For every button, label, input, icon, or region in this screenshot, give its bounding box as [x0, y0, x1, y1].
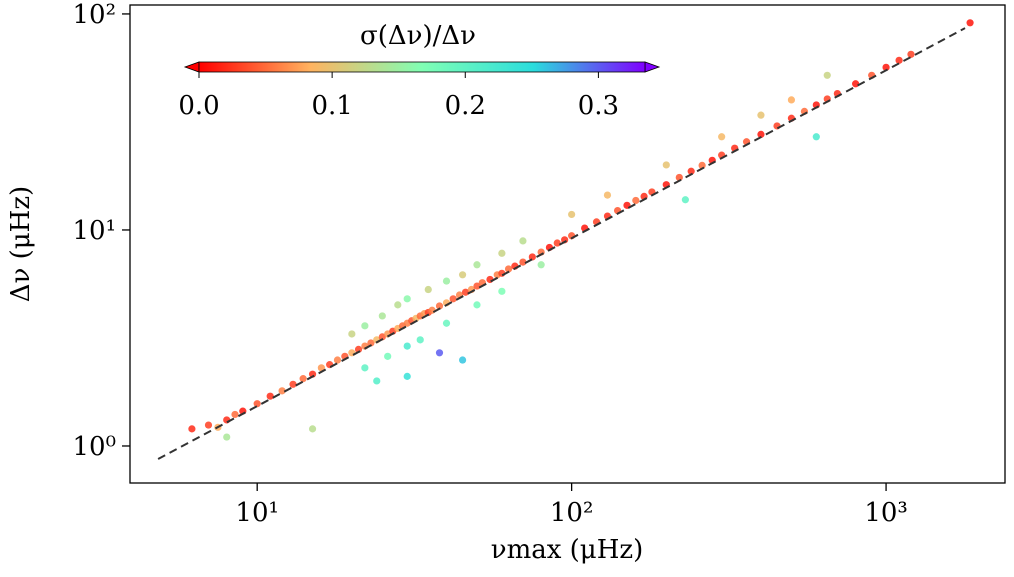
data-point [757, 111, 765, 119]
data-point [367, 339, 375, 347]
data-point [361, 322, 369, 330]
data-point [882, 63, 890, 71]
data-point [675, 173, 683, 182]
y-axis-label: Δν (μHz) [6, 186, 36, 302]
data-point [966, 19, 974, 27]
data-point [253, 400, 261, 408]
data-point [787, 96, 796, 104]
data-point [823, 71, 831, 79]
data-point [403, 295, 411, 303]
data-point [416, 336, 424, 344]
data-point [308, 425, 317, 433]
data-point [435, 302, 444, 310]
data-point [458, 356, 467, 364]
colorbar-tick-label: 0.0 [178, 91, 219, 121]
colorbar-tick-label: 0.1 [311, 91, 352, 121]
data-point [498, 287, 506, 295]
data-point [473, 301, 481, 309]
data-point [317, 364, 325, 372]
data-point [603, 191, 612, 199]
data-point [373, 377, 381, 385]
data-point [773, 122, 781, 130]
data-point [662, 161, 670, 169]
data-point [378, 312, 386, 320]
data-point [442, 277, 451, 285]
data-point [333, 356, 342, 364]
data-point [687, 167, 695, 175]
data-point [458, 271, 467, 279]
data-point [266, 392, 274, 400]
data-point [473, 261, 481, 269]
colorbar-label: σ(Δν)/Δν [360, 21, 476, 51]
colorbar-tick-label: 0.3 [578, 91, 619, 121]
data-point [361, 364, 369, 372]
data-point [568, 210, 576, 219]
data-point [553, 239, 561, 247]
x-tick-label: 10¹ [235, 498, 279, 528]
data-point [504, 265, 513, 273]
data-point [852, 80, 860, 88]
data-point [188, 425, 196, 433]
data-point [519, 258, 527, 266]
data-point [907, 50, 915, 58]
data-point [378, 333, 386, 341]
y-tick-label: 10² [72, 0, 116, 30]
colorbar-extend-low [183, 61, 200, 73]
data-point [348, 330, 356, 338]
data-point [632, 196, 640, 205]
data-point [528, 253, 536, 261]
data-point [718, 133, 726, 141]
data-point [204, 421, 213, 429]
data-point [231, 410, 239, 419]
data-point [424, 285, 432, 294]
data-point [223, 433, 231, 441]
data-point [384, 352, 392, 360]
data-point [435, 349, 444, 357]
y-tick-label: 10⁰ [72, 432, 116, 462]
data-point [299, 375, 307, 383]
data-point [519, 237, 527, 245]
data-point [442, 319, 451, 327]
data-point [473, 282, 481, 290]
data-point [757, 130, 765, 138]
data-point [895, 56, 903, 64]
data-point [461, 288, 470, 296]
data-point [278, 387, 286, 395]
x-tick-label: 10³ [864, 498, 908, 528]
data-point [449, 295, 457, 303]
data-point [354, 345, 363, 353]
data-point [812, 133, 820, 141]
data-point [537, 261, 545, 269]
data-point [403, 342, 411, 350]
colorbar-extend-high [644, 61, 661, 73]
plot-frame [129, 4, 1006, 484]
y-tick-label: 10¹ [72, 216, 116, 246]
data-point [289, 380, 297, 388]
data-point [498, 249, 506, 257]
colorbar [198, 61, 646, 73]
data-point [403, 372, 411, 380]
x-axis-label: νmax (μHz) [491, 535, 643, 565]
colorbar-tick-label: 0.2 [445, 91, 486, 121]
data-point [681, 196, 689, 204]
fit-line [157, 27, 966, 460]
x-tick-label: 10² [550, 498, 594, 528]
data-point [394, 301, 402, 309]
